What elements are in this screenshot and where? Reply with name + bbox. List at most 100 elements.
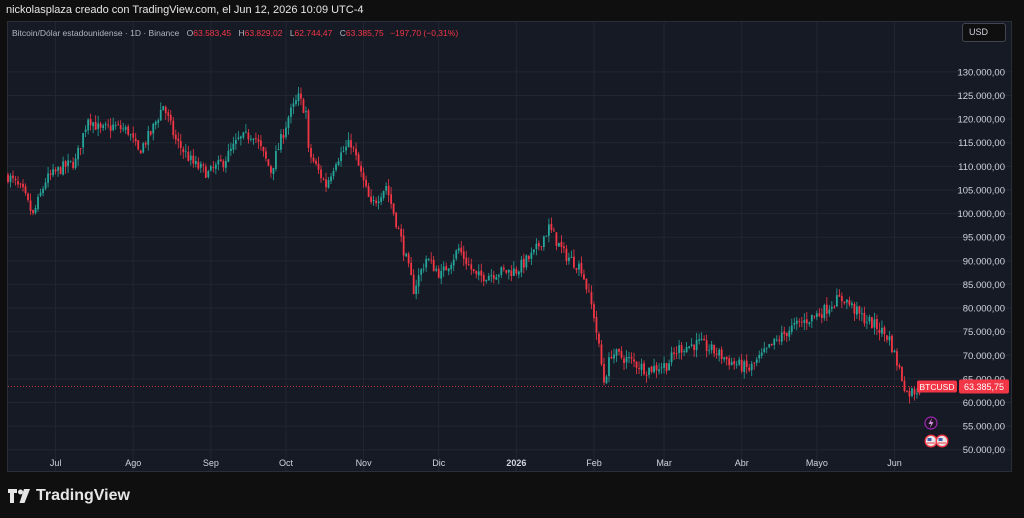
candle-body: [277, 149, 280, 151]
candle-body: [452, 259, 455, 266]
candle-body: [482, 274, 485, 282]
candle-body: [144, 142, 147, 145]
candle-body: [600, 344, 603, 365]
candle-body: [257, 139, 260, 142]
time-tick-label: Feb: [586, 458, 602, 468]
candle-body: [330, 176, 332, 182]
event-flag-icon[interactable]: [935, 434, 949, 448]
candle-body: [695, 339, 698, 351]
candle-body: [795, 320, 798, 324]
candle-body: [815, 313, 818, 318]
candle-body: [605, 376, 608, 384]
candle-body: [467, 264, 470, 265]
candle-body: [663, 363, 665, 368]
candle-body: [19, 183, 22, 185]
candle-body: [207, 171, 210, 178]
candle-body: [540, 246, 543, 247]
symbol-tag[interactable]: [917, 380, 957, 393]
tradingview-logo[interactable]: TradingView: [8, 487, 130, 505]
candle-body: [615, 349, 618, 356]
candle-body: [312, 157, 315, 162]
candle-body: [139, 150, 142, 154]
candle-body: [214, 164, 217, 169]
candle-body: [653, 365, 655, 373]
candle-body: [427, 259, 430, 261]
candle-body: [52, 169, 54, 176]
candle-body: [487, 276, 490, 281]
lightning-icon[interactable]: [924, 416, 938, 430]
candle-body: [881, 327, 883, 334]
candle-body: [868, 317, 871, 322]
candle-body: [425, 258, 428, 268]
candle-body: [442, 266, 445, 271]
open-value: 63.583,45: [193, 28, 232, 38]
high-label: H: [238, 28, 245, 38]
candle-body: [798, 321, 801, 322]
candle-body: [522, 258, 525, 268]
candle-body: [828, 309, 831, 314]
candle-body: [710, 344, 713, 351]
candle-body: [447, 268, 450, 272]
candle-body: [675, 353, 678, 355]
low-label: L: [289, 28, 295, 38]
price-tick-label: 85.000,00: [963, 280, 1005, 291]
candle-body: [82, 133, 85, 148]
candle-body: [129, 134, 132, 136]
chart-caption: nickolasplaza creado con TradingView.com…: [6, 4, 364, 16]
candle-body: [850, 303, 853, 306]
candle-body: [87, 119, 90, 131]
candle-body: [152, 123, 155, 134]
candle-body: [410, 262, 413, 276]
symbol-title[interactable]: Bitcoin/Dólar estadounidense · 1D · Bina…: [12, 28, 180, 38]
time-tick-label: Abr: [735, 458, 749, 468]
candle-body: [643, 363, 645, 375]
candle-body: [204, 166, 207, 178]
candle-body: [157, 120, 160, 123]
candle-body: [262, 146, 265, 152]
candle-body: [640, 363, 643, 370]
candle-body: [292, 103, 295, 107]
candle-body: [272, 167, 275, 174]
candle-body: [430, 259, 433, 261]
candle-body: [765, 347, 768, 349]
candle-body: [858, 306, 861, 314]
time-tick-label: Nov: [356, 458, 373, 468]
candle-body: [285, 127, 287, 138]
candle-body: [227, 150, 230, 162]
candle-body: [720, 349, 723, 359]
candle-body: [67, 160, 69, 166]
candle-body: [896, 351, 898, 366]
candle-body: [372, 199, 375, 202]
candle-body: [515, 269, 518, 274]
currency-button[interactable]: USD: [962, 23, 1006, 42]
candle-body: [735, 364, 738, 366]
candle-body: [492, 275, 495, 279]
candle-body: [154, 121, 157, 125]
candle-body: [725, 356, 728, 360]
time-tick-label: 2026: [506, 458, 526, 468]
candle-body: [49, 173, 52, 175]
candle-body: [840, 296, 843, 302]
candle-body: [117, 124, 120, 125]
candle-body: [590, 292, 593, 305]
candle-body: [775, 339, 778, 341]
candle-body: [537, 243, 540, 247]
candle-body: [450, 264, 453, 270]
candle-body: [435, 268, 438, 271]
candle-body: [527, 255, 530, 260]
price-tick-label: 55.000,00: [963, 422, 1005, 433]
price-tick-label: 105.000,00: [957, 185, 1005, 196]
candle-body: [77, 147, 80, 160]
us-flag-icon[interactable]: [924, 434, 938, 448]
candle-body: [635, 361, 638, 368]
candle-body: [137, 140, 140, 150]
candle-body: [620, 351, 623, 358]
candle-body: [873, 319, 876, 328]
candle-body: [525, 255, 528, 268]
candle-body: [911, 388, 913, 396]
candle-body: [437, 268, 440, 278]
chart-pane[interactable]: [7, 21, 1012, 472]
candle-body: [698, 339, 701, 341]
candle-body: [790, 325, 793, 332]
